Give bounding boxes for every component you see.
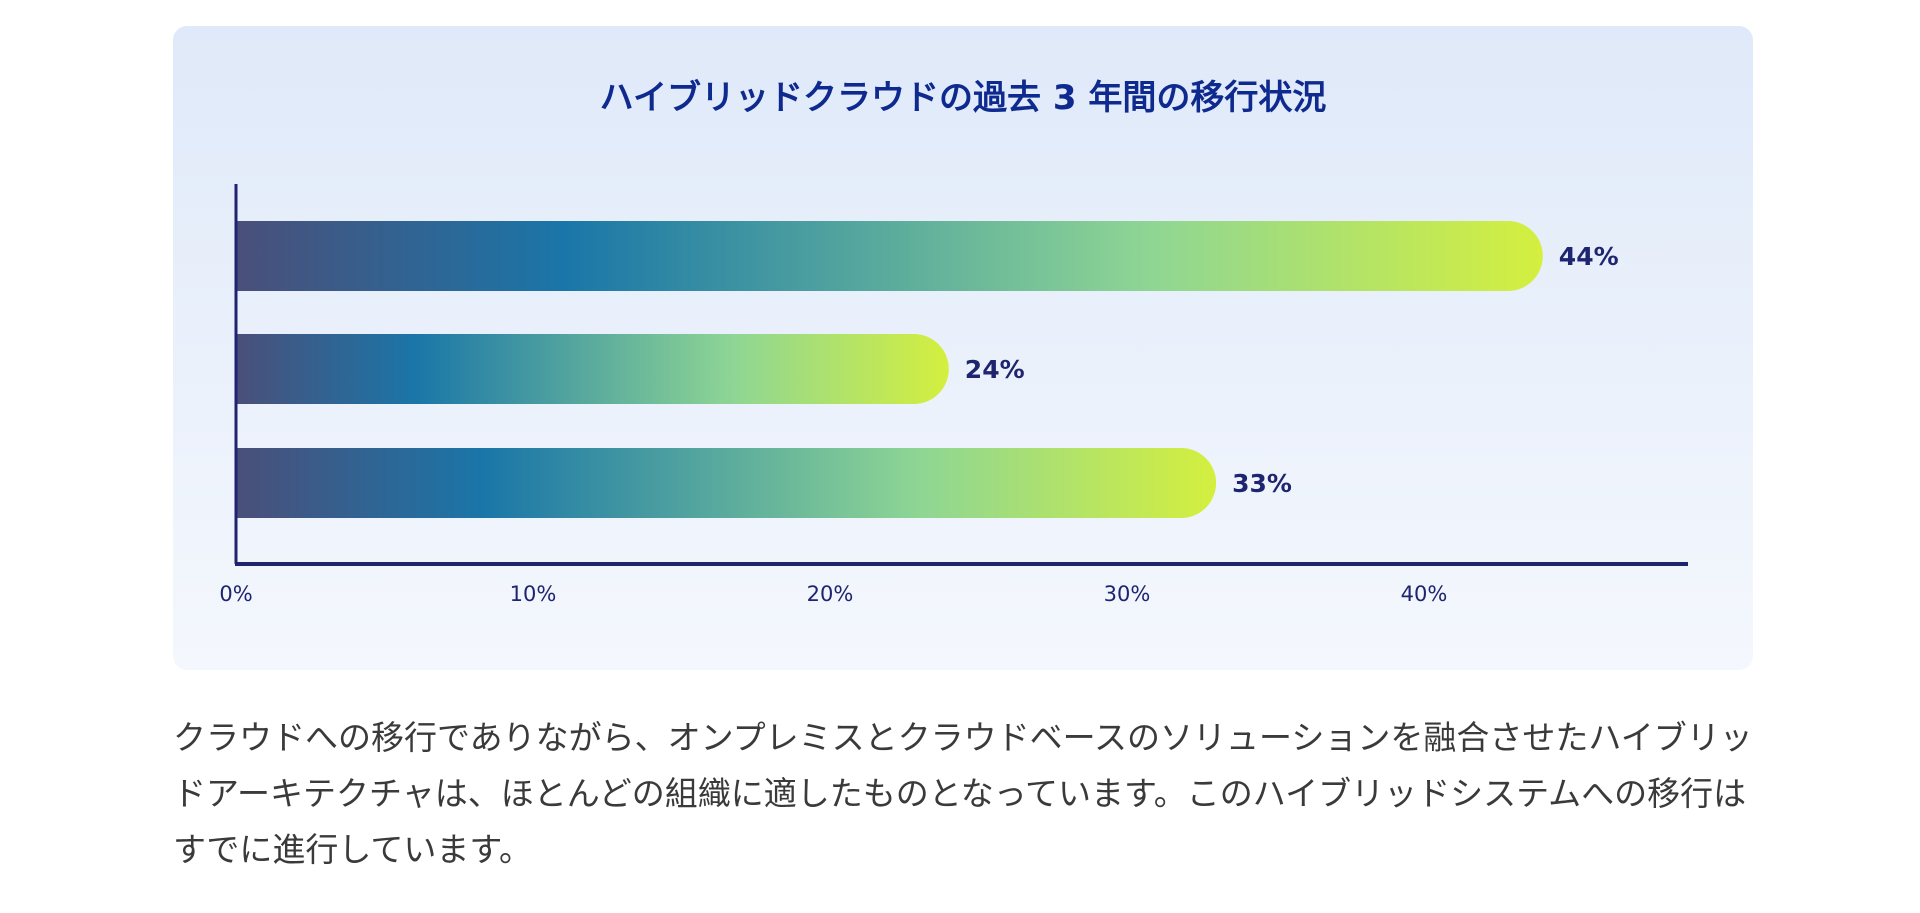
bar-chart: 44% 24% 33% 0% 10% 20% 30% 40%: [219, 184, 1688, 606]
chart-title: ハイブリッドクラウドの過去 3 年間の移行状況: [599, 78, 1327, 118]
x-tick-label-10: 10%: [510, 582, 557, 606]
x-tick-label-20: 20%: [807, 582, 854, 606]
x-tick-label-30: 30%: [1104, 582, 1151, 606]
description-paragraph: クラウドへの移行でありながら、オンプレミスとクラウドベースのソリューションを融合…: [173, 718, 1753, 869]
bar-2: [237, 334, 949, 404]
chart-card: ハイブリッドクラウドの過去 3 年間の移行状況 44% 24% 33% 0% 10% 20…: [173, 26, 1753, 670]
data-label-2: 24%: [965, 355, 1025, 384]
bar-1: [237, 221, 1543, 291]
x-tick-label-0: 0%: [219, 582, 252, 606]
data-label-1: 44%: [1559, 242, 1619, 271]
data-label-3: 33%: [1232, 469, 1292, 498]
x-tick-label-40: 40%: [1401, 582, 1448, 606]
bar-3: [237, 448, 1217, 518]
